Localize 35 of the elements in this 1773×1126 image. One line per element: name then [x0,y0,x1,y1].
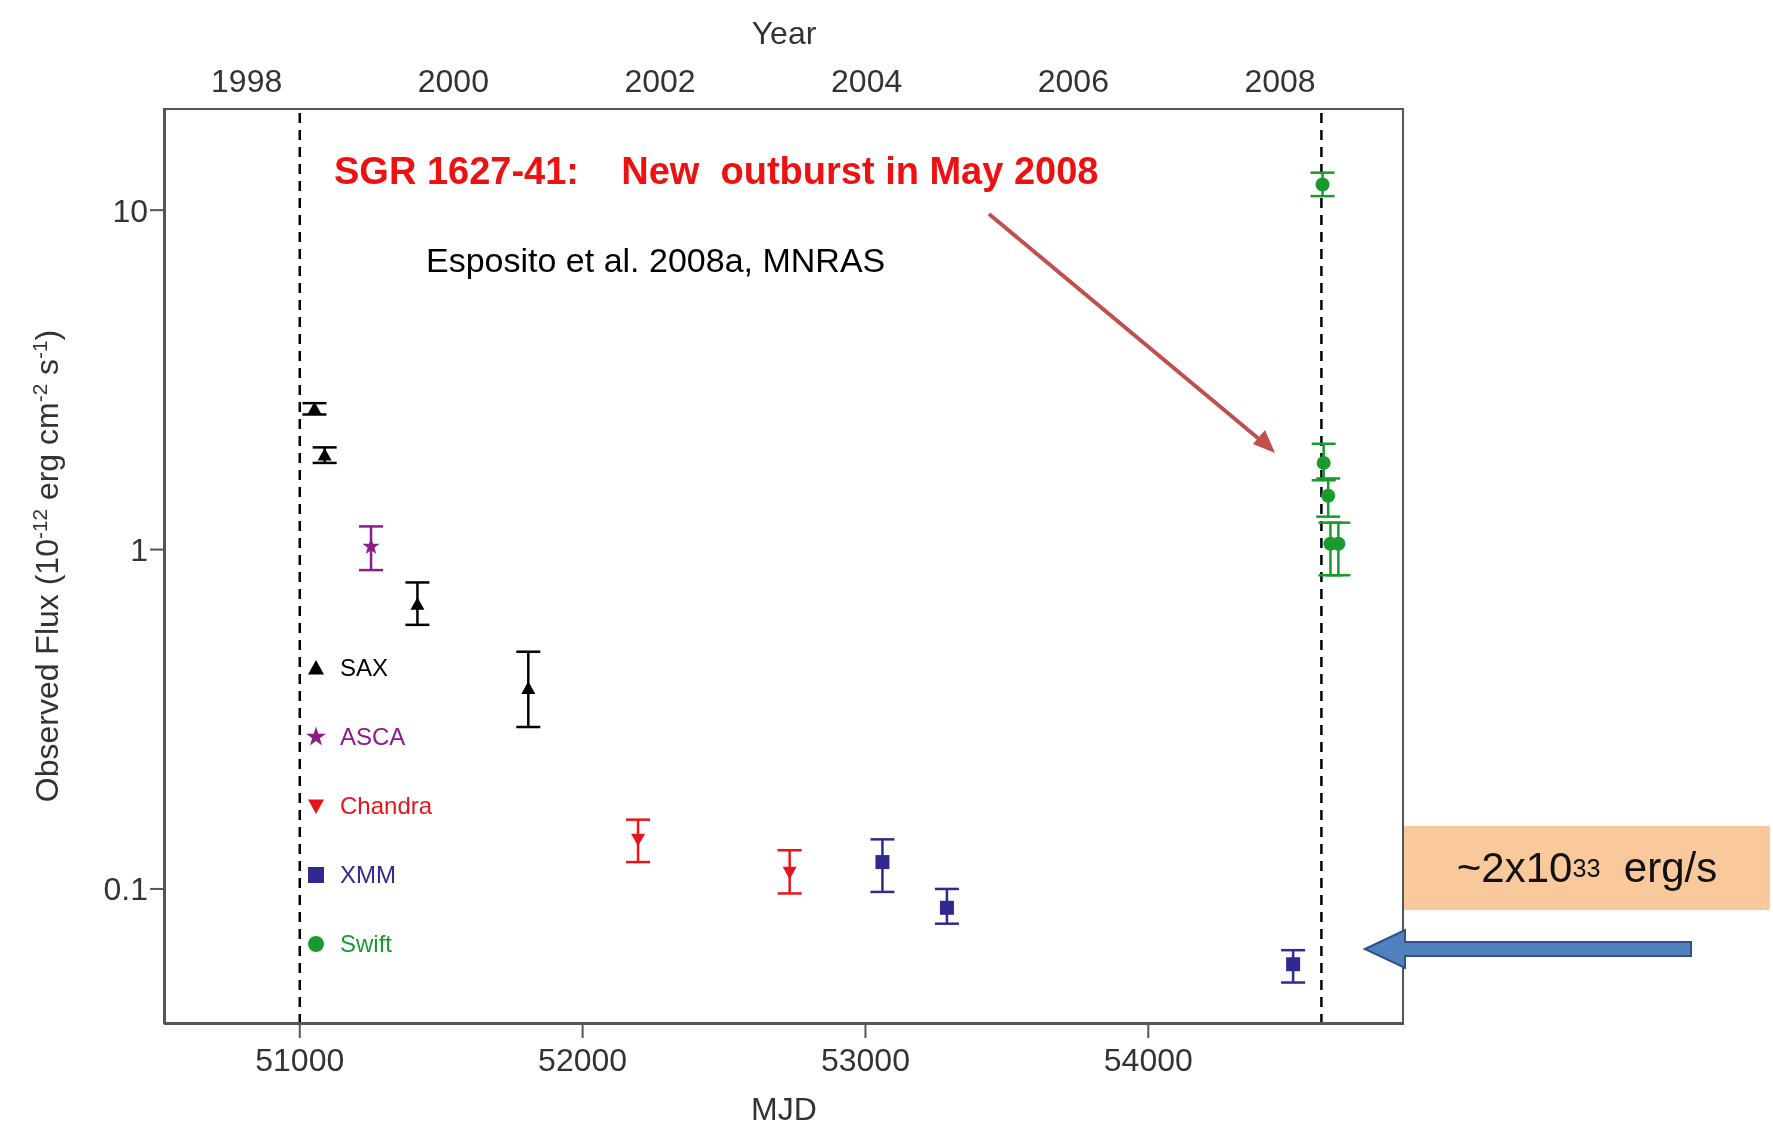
point [1321,488,1336,503]
x2-tick-label: 2004 [831,63,903,99]
point [875,855,890,870]
x2-tick-label: 2002 [624,63,696,99]
x2-tick-label: 2006 [1037,63,1109,99]
x-tick-label: 52000 [538,1041,628,1078]
legend-label: SAX [340,653,389,682]
x-axis-title: MJD [751,1091,817,1126]
y-tick-label: 10 [112,192,148,229]
point [631,833,646,847]
annotation: SGR 1627-41: New outburst in May 2008 [334,150,1099,193]
x2-tick-label: 1998 [211,63,283,99]
point [1286,957,1301,972]
point [521,681,536,694]
legend-label: Chandra [340,791,433,820]
point [317,447,332,461]
point [307,401,322,415]
annotation: Esposito et al. 2008a, MNRAS [426,241,886,280]
x2-tick-label: 2000 [417,63,489,99]
legend-label: Swift [340,929,393,958]
point [1316,455,1331,470]
text: ~2x10$^{33}$ erg/s [1404,826,1770,910]
x2-tick-label: 2008 [1244,63,1316,99]
x-tick-label: 54000 [1103,1041,1193,1078]
x-tick-label: 53000 [820,1041,910,1078]
point [782,866,797,880]
y-tick-label: 0.1 [103,871,148,908]
point [939,900,954,915]
x2-axis-title: Year [751,15,817,51]
point [1315,177,1330,192]
point [410,597,425,610]
legend-label: XMM [340,860,396,889]
x-tick-label: 51000 [255,1041,345,1078]
legend-label: ASCA [340,722,406,751]
y-tick-label: 1 [130,531,148,568]
